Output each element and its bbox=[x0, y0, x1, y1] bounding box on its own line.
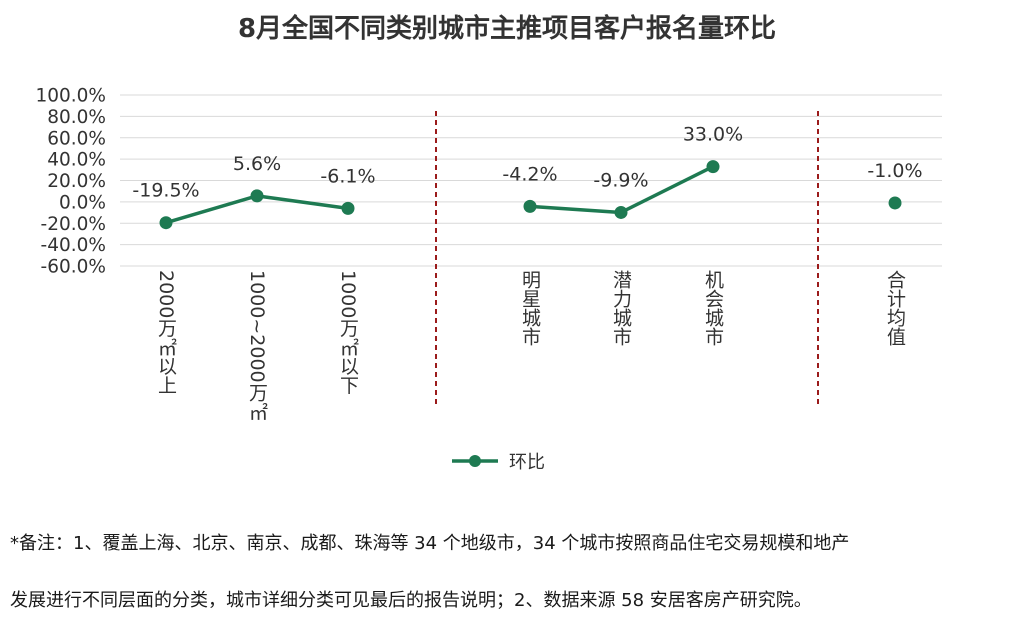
footnote-line-1: *备注：1、覆盖上海、北京、南京、成都、珠海等 34 个地级市，34 个城市按照… bbox=[10, 533, 850, 554]
y-tick-label: 100.0% bbox=[35, 86, 106, 107]
y-tick-label: 0.0% bbox=[59, 192, 106, 213]
y-tick-label: 20.0% bbox=[47, 171, 106, 192]
data-point bbox=[706, 160, 720, 174]
legend-point-marker bbox=[469, 455, 481, 467]
y-axis-tick-labels: 100.0%80.0%60.0%40.0%20.0%0.0%-20.0%-40.… bbox=[35, 86, 106, 278]
data-point bbox=[159, 216, 173, 230]
footnote-line-2: 发展进行不同层面的分类，城市详细分类可见最后的报告说明；2、数据来源 58 安居… bbox=[10, 590, 812, 611]
data-point bbox=[250, 189, 264, 203]
data-label: 5.6% bbox=[233, 153, 281, 175]
data-labels: -19.5% 5.6% -6.1% -4.2% -9.9% 33.0% -1.0% bbox=[132, 124, 922, 202]
group-separators bbox=[435, 111, 819, 408]
y-tick-label: 40.0% bbox=[47, 150, 106, 171]
x-category-label: 机会城市 bbox=[702, 270, 724, 346]
data-label: -6.1% bbox=[320, 165, 375, 187]
legend: 环比 bbox=[452, 452, 545, 473]
data-point bbox=[614, 205, 628, 219]
x-category-label: 合计均值 bbox=[884, 270, 906, 346]
x-category-label: 2000万㎡以上 bbox=[155, 270, 177, 394]
series-points bbox=[159, 160, 902, 230]
y-tick-label: -60.0% bbox=[41, 257, 106, 278]
data-point bbox=[888, 196, 902, 210]
data-point bbox=[341, 201, 355, 215]
data-label: -1.0% bbox=[867, 160, 922, 182]
legend-label: 环比 bbox=[509, 452, 545, 473]
x-category-label: 明星城市 bbox=[519, 270, 541, 346]
x-category-label: 1000~2000万㎡ bbox=[246, 270, 268, 421]
x-category-label: 1000万㎡以下 bbox=[337, 270, 359, 394]
x-category-label: 潜力城市 bbox=[610, 270, 632, 346]
y-tick-label: 60.0% bbox=[47, 128, 106, 149]
line-chart: 8月全国不同类别城市主推项目客户报名量环比 100.0%80.0%60.0%40… bbox=[35, 13, 942, 473]
y-tick-label: -40.0% bbox=[41, 235, 106, 256]
data-point bbox=[523, 199, 537, 213]
data-label: -19.5% bbox=[132, 180, 199, 202]
chart-title: 8月全国不同类别城市主推项目客户报名量环比 bbox=[238, 13, 776, 44]
y-tick-label: -20.0% bbox=[41, 214, 106, 235]
data-label: -4.2% bbox=[502, 163, 557, 185]
data-label: -9.9% bbox=[593, 169, 648, 191]
y-tick-label: 80.0% bbox=[47, 107, 106, 128]
data-label: 33.0% bbox=[683, 124, 743, 146]
x-axis-category-labels: 2000万㎡以上 1000~2000万㎡ 1000万㎡以下 明星城市 潜力城市 机会城市 合… bbox=[155, 270, 906, 421]
